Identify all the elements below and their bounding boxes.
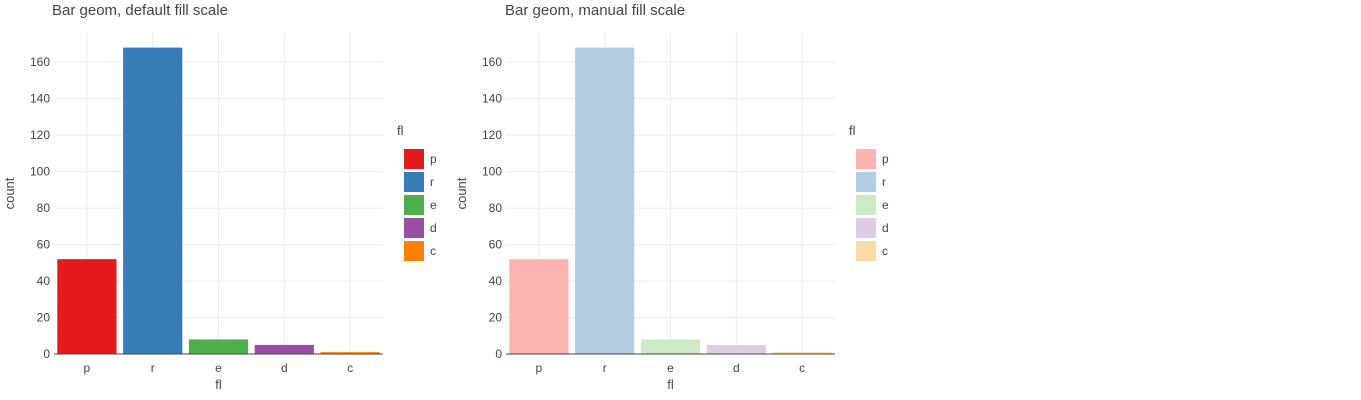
legend-label-c[interactable]: c	[882, 244, 888, 258]
x-tick-label: e	[667, 361, 674, 375]
y-tick-label: 80	[37, 201, 51, 215]
chart-title: Bar geom, default fill scale	[52, 2, 228, 19]
y-tick-label: 120	[30, 128, 50, 142]
legend-label-d[interactable]: d	[882, 221, 889, 235]
y-tick-label: 20	[37, 311, 51, 325]
y-tick-label: 120	[482, 128, 502, 142]
bar-p[interactable]	[57, 259, 117, 354]
chart-2: Bar geom, manual fill scale 0 20 40 60 80 100 1…	[454, 2, 889, 392]
legend-swatch-c[interactable]	[404, 241, 424, 261]
y-tick-label: 0	[43, 347, 50, 361]
y-tick-label: 60	[37, 238, 51, 252]
y-tick-label: 160	[482, 55, 502, 69]
legend-label-r[interactable]: r	[430, 175, 434, 189]
legend-swatch-r[interactable]	[404, 172, 424, 192]
legend-label-p[interactable]: p	[430, 152, 437, 166]
y-axis-title: count	[2, 177, 17, 209]
x-axis-title: fl	[667, 377, 674, 392]
y-axis-title: count	[454, 177, 469, 209]
y-tick-label: 0	[495, 347, 502, 361]
legend-label-r[interactable]: r	[882, 175, 886, 189]
y-tick-label: 100	[482, 165, 502, 179]
y-tick-label: 160	[30, 55, 50, 69]
y-tick-label: 60	[489, 238, 503, 252]
x-axis-title: fl	[215, 377, 222, 392]
legend-swatch-d[interactable]	[856, 218, 876, 238]
y-tick-label: 80	[489, 201, 503, 215]
bar-c[interactable]	[772, 352, 832, 354]
legend-label-p[interactable]: p	[882, 152, 889, 166]
y-tick-label: 140	[30, 92, 50, 106]
x-tick-label: r	[603, 361, 607, 375]
x-tick-label: e	[215, 361, 222, 375]
legend-label-c[interactable]: c	[430, 244, 436, 258]
x-tick-label: c	[347, 361, 353, 375]
legend-label-e[interactable]: e	[882, 198, 889, 212]
chart-title: Bar geom, manual fill scale	[505, 2, 685, 19]
legend-swatch-r[interactable]	[856, 172, 876, 192]
legend-swatch-p[interactable]	[404, 149, 424, 169]
legend-swatch-e[interactable]	[404, 195, 424, 215]
x-tick-label: r	[151, 361, 155, 375]
bar-r[interactable]	[123, 47, 183, 354]
legend-swatch-p[interactable]	[856, 149, 876, 169]
bar-c[interactable]	[320, 352, 380, 354]
y-tick-label: 100	[30, 165, 50, 179]
chart-1: Bar geom, default fill scale 0 20 40 60 80 100…	[2, 2, 437, 392]
bar-d[interactable]	[706, 344, 766, 354]
bar-p[interactable]	[509, 259, 569, 354]
bar-e[interactable]	[188, 339, 249, 354]
y-tick-label: 20	[489, 311, 503, 325]
legend-swatch-c[interactable]	[856, 241, 876, 261]
x-tick-label: c	[799, 361, 805, 375]
bar-r[interactable]	[575, 47, 635, 354]
legend-label-e[interactable]: e	[430, 198, 437, 212]
legend-title: fl	[849, 123, 856, 138]
bar-e[interactable]	[640, 339, 701, 354]
x-tick-label: d	[281, 361, 288, 375]
x-tick-label: p	[536, 361, 543, 375]
x-tick-label: d	[733, 361, 740, 375]
legend-swatch-d[interactable]	[404, 218, 424, 238]
y-tick-label: 40	[489, 274, 503, 288]
bar-d[interactable]	[254, 344, 314, 354]
y-tick-label: 140	[482, 92, 502, 106]
legend-swatch-e[interactable]	[856, 195, 876, 215]
legend-label-d[interactable]: d	[430, 221, 437, 235]
y-tick-label: 40	[37, 274, 51, 288]
legend-title: fl	[397, 123, 404, 138]
x-tick-label: p	[84, 361, 91, 375]
